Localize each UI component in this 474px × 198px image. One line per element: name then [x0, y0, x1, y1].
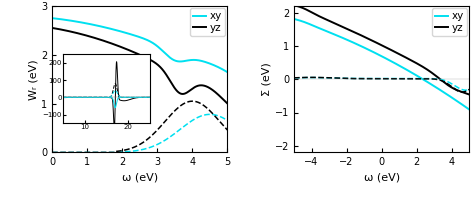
yz: [49, 27, 55, 29]
X-axis label: ω (eV): ω (eV): [122, 173, 158, 183]
Line: yz: yz: [52, 28, 228, 104]
xy: [431, 85, 437, 87]
yz: [362, 36, 368, 38]
yz: [127, 49, 132, 51]
yz: [309, 11, 315, 14]
Line: yz: yz: [294, 5, 469, 94]
Y-axis label: Wᵣ (eV): Wᵣ (eV): [28, 59, 38, 100]
yz: [291, 4, 297, 6]
yz: [189, 88, 195, 90]
xy: [189, 59, 195, 61]
yz: [431, 73, 437, 75]
yz: [120, 47, 126, 49]
yz: [225, 102, 230, 105]
X-axis label: ω (eV): ω (eV): [364, 173, 400, 183]
xy: [49, 17, 55, 19]
yz: [368, 39, 374, 41]
yz: [186, 90, 191, 92]
yz: [170, 84, 175, 86]
Y-axis label: Σ (eV): Σ (eV): [262, 62, 272, 96]
xy: [368, 50, 374, 52]
yz: [67, 30, 73, 33]
Legend: xy, yz: xy, yz: [190, 8, 225, 36]
yz: [411, 61, 417, 63]
xy: [362, 47, 368, 49]
yz: [428, 71, 434, 73]
xy: [466, 108, 472, 111]
xy: [186, 59, 191, 62]
xy: [291, 18, 297, 20]
yz: [466, 93, 472, 96]
xy: [67, 19, 73, 22]
Legend: xy, yz: xy, yz: [432, 8, 467, 36]
xy: [428, 83, 434, 85]
xy: [120, 31, 126, 33]
xy: [411, 73, 417, 75]
Line: xy: xy: [294, 19, 469, 109]
xy: [127, 33, 132, 35]
xy: [225, 71, 230, 73]
xy: [309, 24, 315, 26]
Line: xy: xy: [52, 18, 228, 72]
xy: [170, 58, 175, 61]
